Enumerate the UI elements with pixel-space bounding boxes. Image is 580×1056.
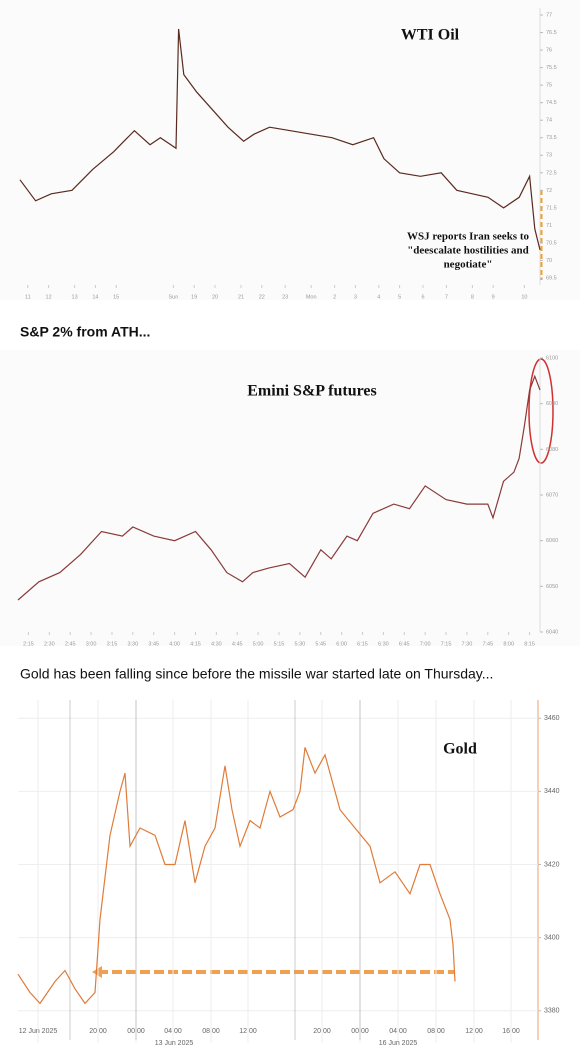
- series-line: [17, 374, 541, 601]
- series-line: [17, 747, 456, 1005]
- panel-sp: [0, 350, 580, 646]
- x-tick-label: 6:45: [399, 641, 410, 647]
- y-tick-label: 75.5: [546, 65, 557, 71]
- y-tick-label: 73.5: [546, 135, 557, 141]
- panel-wti: [0, 0, 580, 300]
- y-tick-label: 3440: [544, 788, 560, 795]
- x-tick-label: 2: [333, 294, 336, 300]
- y-tick-label: 6050: [546, 584, 558, 590]
- y-tick-label: 76: [546, 48, 552, 54]
- x-tick-label: 12: [46, 294, 52, 300]
- date-label: 13 Jun 2025: [155, 1040, 194, 1047]
- x-tick-label: 19: [191, 294, 197, 300]
- y-tick-label: 6080: [546, 447, 558, 453]
- y-tick-label: 69.5: [546, 275, 557, 281]
- x-tick-label: 5:00: [253, 641, 264, 647]
- x-tick-label: 8:00: [503, 641, 514, 647]
- y-tick-label: 70.5: [546, 240, 557, 246]
- y-tick-label: 6070: [546, 492, 558, 498]
- y-tick-label: 6090: [546, 401, 558, 407]
- y-tick-label: 77: [546, 12, 552, 18]
- x-tick-label: 14: [92, 294, 98, 300]
- x-tick-label: 7:00: [420, 641, 431, 647]
- y-tick-label: 3420: [544, 861, 560, 868]
- x-tick-label: 8: [471, 294, 474, 300]
- y-tick-label: 6060: [546, 538, 558, 544]
- y-tick-label: 76.5: [546, 30, 557, 36]
- x-tick-label: 9: [492, 294, 495, 300]
- y-tick-label: 71.5: [546, 205, 557, 211]
- x-tick-label: 2:45: [65, 641, 76, 647]
- x-tick-label: Sun: [169, 294, 179, 300]
- x-tick-label: 3:45: [148, 641, 159, 647]
- x-tick-label: 6:00: [336, 641, 347, 647]
- x-tick-label: Mon: [306, 294, 317, 300]
- y-tick-label: 70: [546, 258, 552, 264]
- x-tick-label: 6:30: [378, 641, 389, 647]
- annotation: "deescalate hostilities and: [407, 245, 529, 257]
- x-tick-label: 7:30: [462, 641, 473, 647]
- x-tick-label: 2:30: [44, 641, 55, 647]
- y-tick-label: 6040: [546, 629, 558, 635]
- x-tick-label: 20: [212, 294, 218, 300]
- x-tick-label: 5:45: [315, 641, 326, 647]
- chart-title: Emini S&P futures: [247, 383, 377, 400]
- x-tick-label: 4:00: [169, 641, 180, 647]
- x-tick-label: 5: [398, 294, 401, 300]
- y-tick-label: 72: [546, 188, 552, 194]
- series-line: [19, 28, 541, 251]
- x-tick-label: 6: [421, 294, 424, 300]
- y-tick-label: 71: [546, 223, 552, 229]
- x-tick-label: 23: [282, 294, 288, 300]
- x-tick-label: 4:45: [232, 641, 243, 647]
- x-tick-label: 3:30: [127, 641, 138, 647]
- x-tick-label: 4:15: [190, 641, 201, 647]
- x-tick-label: 10: [521, 294, 527, 300]
- x-tick-label: 4:30: [211, 641, 222, 647]
- x-tick-label: 4: [377, 294, 380, 300]
- annotation: WSJ reports Iran seeks to: [407, 231, 530, 243]
- x-tick-label: 11: [25, 294, 31, 300]
- x-tick-label: 13: [72, 294, 78, 300]
- caption: Gold has been falling since before the m…: [20, 666, 493, 682]
- x-tick-label: 22: [259, 294, 265, 300]
- x-tick-label: 7:15: [441, 641, 452, 647]
- chart-title: WTI Oil: [401, 27, 460, 44]
- x-tick-label: 5:30: [295, 641, 306, 647]
- chart-title: Gold: [443, 741, 477, 758]
- y-tick-label: 74: [546, 118, 552, 124]
- y-tick-label: 72.5: [546, 170, 557, 176]
- highlight-ellipse: [528, 358, 554, 464]
- x-tick-label: 2:15: [23, 641, 34, 647]
- x-tick-label: 3:15: [107, 641, 118, 647]
- y-tick-label: 3400: [544, 934, 560, 941]
- x-tick-label: 7: [445, 294, 448, 300]
- x-tick-label: 15: [113, 294, 119, 300]
- x-tick-label: 7:45: [482, 641, 493, 647]
- y-tick-label: 3460: [544, 715, 560, 722]
- x-tick-label: 3:00: [86, 641, 97, 647]
- y-tick-label: 6100: [546, 355, 558, 361]
- x-tick-label: 8:15: [524, 641, 535, 647]
- caption: S&P 2% from ATH...: [20, 324, 150, 340]
- x-tick-label: 6:15: [357, 641, 368, 647]
- date-label: 16 Jun 2025: [379, 1040, 418, 1047]
- x-tick-label: 21: [238, 294, 244, 300]
- annotation: negotiate": [444, 259, 493, 271]
- x-tick-label: 5:15: [274, 641, 285, 647]
- y-tick-label: 73: [546, 153, 552, 159]
- y-tick-label: 75: [546, 83, 552, 89]
- panel-gold: [0, 692, 580, 1056]
- y-tick-label: 3380: [544, 1008, 560, 1015]
- x-tick-label: 3: [354, 294, 357, 300]
- y-tick-label: 74.5: [546, 100, 557, 106]
